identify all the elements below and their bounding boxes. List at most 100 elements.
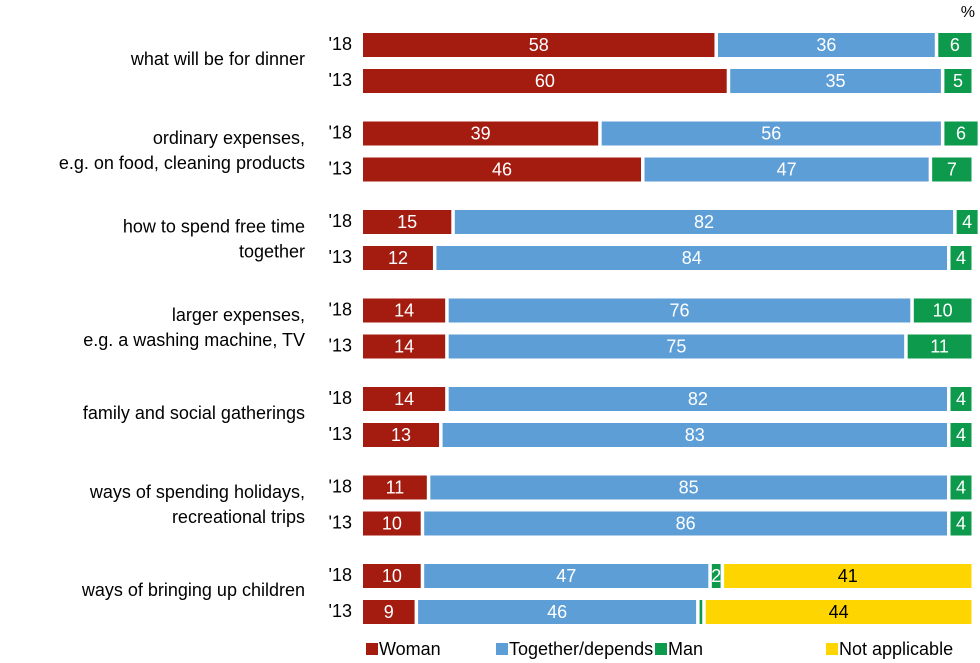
data-label: 36 <box>816 35 836 55</box>
year-label: '18 <box>329 211 352 231</box>
data-label: 41 <box>838 566 858 586</box>
group-label: how to spend free time <box>123 216 305 236</box>
data-label: 56 <box>761 123 781 143</box>
group-label: ways of bringing up children <box>81 580 305 600</box>
year-label: '13 <box>329 70 352 90</box>
group-label: larger expenses, <box>172 305 305 325</box>
data-label: 10 <box>382 566 402 586</box>
bar-segment <box>730 69 941 93</box>
bar-segment <box>950 423 972 447</box>
bar-segment <box>717 33 935 57</box>
year-label: '18 <box>329 299 352 319</box>
year-label: '13 <box>329 601 352 621</box>
data-label: 13 <box>391 425 411 445</box>
data-label: 4 <box>956 513 966 533</box>
data-label: 44 <box>829 602 849 622</box>
bar-segment <box>950 475 972 500</box>
bar-segment <box>454 210 954 234</box>
group-label: recreational trips <box>172 507 305 527</box>
data-label: 35 <box>826 71 846 91</box>
bar-segment <box>363 246 433 270</box>
bar-segment <box>363 210 452 234</box>
bar-segment <box>950 387 972 411</box>
bar-segment <box>363 121 599 146</box>
bar-segment <box>448 298 911 323</box>
bar-segment <box>424 511 948 536</box>
group-label: what will be for dinner <box>130 49 305 69</box>
group-label: together <box>239 241 305 261</box>
year-label: '18 <box>329 565 352 585</box>
group-label: family and social gatherings <box>83 403 305 423</box>
data-label: 75 <box>666 336 686 356</box>
legend-label: Woman <box>379 639 441 659</box>
bar-segment <box>363 298 446 323</box>
bar-segment <box>363 564 421 588</box>
bar-segment <box>448 334 905 359</box>
data-label: 10 <box>933 300 953 320</box>
data-label: 10 <box>382 513 402 533</box>
data-label: 6 <box>956 123 966 143</box>
data-label: 9 <box>384 602 394 622</box>
data-label: 83 <box>685 425 705 445</box>
data-label: 60 <box>535 71 555 91</box>
bar-segment <box>363 511 421 536</box>
year-label: '18 <box>329 388 352 408</box>
group-label: e.g. a washing machine, TV <box>83 330 305 350</box>
bar-segment <box>699 600 703 624</box>
legend-label: Man <box>668 639 703 659</box>
data-label: 11 <box>386 477 405 497</box>
year-label: '18 <box>329 34 352 54</box>
data-label: 5 <box>953 71 963 91</box>
data-label: 4 <box>962 212 972 232</box>
data-label: 47 <box>777 159 797 179</box>
bar-segment <box>601 121 941 146</box>
legend-label: Together/depends <box>509 639 653 659</box>
year-label: '13 <box>329 335 352 355</box>
data-label: 11 <box>930 336 949 356</box>
data-label: 46 <box>547 602 567 622</box>
data-label: 4 <box>956 425 966 445</box>
data-label: 39 <box>471 123 491 143</box>
bar-segment <box>448 387 948 411</box>
bar-segment <box>363 600 415 624</box>
data-label: 7 <box>947 159 957 179</box>
legend-swatch <box>655 643 667 655</box>
bar-segment <box>430 475 948 500</box>
data-label: 6 <box>950 35 960 55</box>
data-label: 46 <box>492 159 512 179</box>
bar-segment <box>363 157 642 182</box>
year-label: '18 <box>329 122 352 142</box>
year-label: '13 <box>329 158 352 178</box>
legend-swatch <box>496 643 508 655</box>
group-label: ordinary expenses, <box>153 128 305 148</box>
bar-segment <box>913 298 972 323</box>
data-label: 14 <box>394 300 414 320</box>
bar-segment <box>363 334 446 359</box>
bar-segment <box>938 33 972 57</box>
bar-segment <box>711 564 721 588</box>
data-label: 82 <box>688 389 708 409</box>
legend-label: Not applicable <box>839 639 953 659</box>
data-label: 14 <box>394 389 414 409</box>
data-label: 2 <box>711 566 721 586</box>
data-label: 4 <box>956 248 966 268</box>
bar-segment <box>363 387 446 411</box>
data-label: 85 <box>679 477 699 497</box>
bar-segment <box>363 33 715 57</box>
data-label: 86 <box>676 513 696 533</box>
bar-segment <box>932 157 972 182</box>
group-label: ways of spending holidays, <box>89 482 305 502</box>
year-label: '18 <box>329 476 352 496</box>
bar-segment <box>436 246 948 270</box>
bar-segment <box>442 423 948 447</box>
unit-label: % <box>961 4 975 21</box>
bar-segment <box>907 334 972 359</box>
year-label: '13 <box>329 424 352 444</box>
data-label: 4 <box>956 477 966 497</box>
data-label: 82 <box>694 212 714 232</box>
bar-segment <box>418 600 697 624</box>
group-label: e.g. on food, cleaning products <box>59 153 305 173</box>
bar-segment <box>424 564 709 588</box>
legend-swatch <box>366 643 378 655</box>
data-label: 12 <box>388 248 408 268</box>
